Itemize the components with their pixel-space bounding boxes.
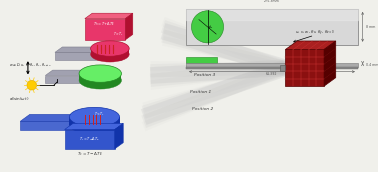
Circle shape [192, 11, 224, 43]
Polygon shape [79, 74, 121, 80]
Polygon shape [20, 121, 105, 130]
Text: $T_h{=}T{+}\Delta T_E$: $T_h{=}T{+}\Delta T_E$ [93, 21, 115, 28]
Polygon shape [125, 13, 133, 40]
Text: $T_c= T-\Delta T_E$: $T_c= T-\Delta T_E$ [77, 151, 103, 158]
Polygon shape [121, 47, 128, 60]
Polygon shape [65, 123, 123, 130]
Polygon shape [105, 114, 115, 130]
FancyBboxPatch shape [186, 57, 217, 63]
Polygon shape [65, 130, 115, 149]
Text: Position 2: Position 2 [192, 107, 213, 111]
Polygon shape [285, 50, 324, 86]
Polygon shape [91, 49, 129, 54]
Text: $a_0\sin(\omega t)$: $a_0\sin(\omega t)$ [9, 96, 29, 103]
Ellipse shape [79, 65, 121, 82]
Text: 275.3mm: 275.3mm [264, 0, 280, 3]
Text: $w{\neq}\Omega;u,\,v,\,\theta_x,\,\theta_y,\,\theta_{z{\neq}0}$: $w{\neq}\Omega;u,\,v,\,\theta_x,\,\theta… [9, 62, 51, 69]
Circle shape [27, 80, 37, 90]
Ellipse shape [91, 47, 129, 62]
Polygon shape [55, 52, 121, 60]
Text: 61.392: 61.392 [266, 72, 278, 76]
Text: $T_c{=}T{-}\Delta T_E$: $T_c{=}T{-}\Delta T_E$ [79, 135, 100, 143]
Polygon shape [45, 76, 105, 83]
Text: $T{>}T_c$: $T{>}T_c$ [113, 30, 124, 38]
Text: 8 mm: 8 mm [366, 25, 375, 29]
Polygon shape [105, 70, 113, 83]
Ellipse shape [70, 107, 119, 127]
FancyBboxPatch shape [186, 67, 358, 69]
Polygon shape [20, 114, 115, 121]
Polygon shape [85, 13, 133, 19]
Ellipse shape [70, 115, 119, 134]
Text: Position 3: Position 3 [194, 73, 215, 77]
Polygon shape [85, 19, 125, 40]
Polygon shape [70, 117, 119, 125]
Text: Position 1: Position 1 [190, 90, 211, 94]
Text: 0.4 mm: 0.4 mm [366, 63, 378, 67]
Polygon shape [324, 41, 336, 86]
Text: $u,\,v,\,w,\,\theta_x,\,\theta_y,\,\theta_{z=0}$: $u,\,v,\,w,\,\theta_x,\,\theta_y,\,\thet… [294, 28, 334, 37]
Text: $\phi_{oa}$: $\phi_{oa}$ [208, 23, 214, 31]
Ellipse shape [91, 41, 129, 56]
Text: $T{<}T_c$: $T{<}T_c$ [94, 110, 105, 118]
Polygon shape [280, 65, 285, 71]
FancyBboxPatch shape [186, 9, 358, 45]
FancyBboxPatch shape [186, 63, 358, 67]
Ellipse shape [79, 72, 121, 89]
Polygon shape [55, 47, 128, 52]
Polygon shape [45, 70, 113, 76]
Polygon shape [285, 41, 336, 50]
Polygon shape [115, 123, 123, 149]
